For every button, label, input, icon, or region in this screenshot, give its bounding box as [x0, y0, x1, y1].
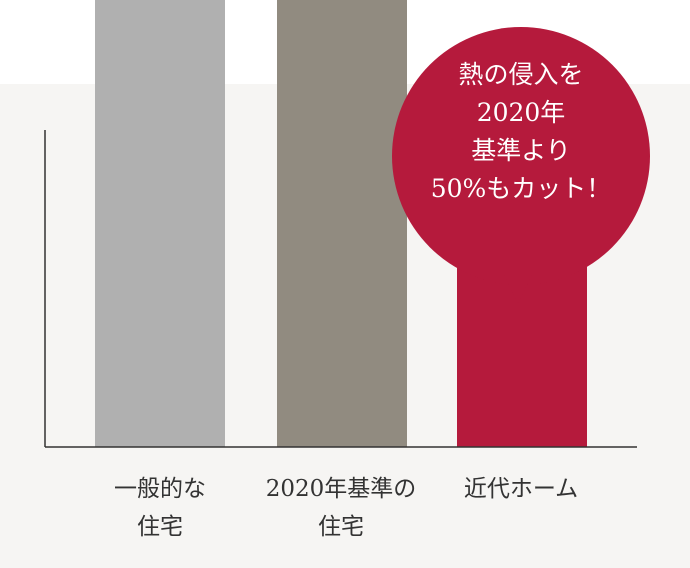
callout-line: 50%もカット！	[430, 174, 612, 203]
callout-bubble	[392, 27, 650, 285]
callout-line: 熱の侵入を	[458, 60, 584, 89]
callout-text: 熱の侵入を 2020年 基準より 50%もカット！	[392, 56, 650, 208]
x-tick-label-2020-standard-house: 2020年基準の 住宅	[251, 470, 431, 546]
bar-1	[277, 0, 407, 447]
x-tick-label-general-house: 一般的な 住宅	[80, 470, 240, 546]
x-tick-label-line: 一般的な	[114, 476, 206, 502]
x-tick-label-line: 住宅	[137, 514, 183, 540]
callout-line: 2020年	[476, 98, 566, 127]
callout-bubble-tail	[504, 274, 532, 304]
x-tick-label-line: 近代ホーム	[463, 476, 579, 502]
x-tick-label-kindai-home: 近代ホーム	[441, 470, 601, 508]
x-tick-label-line: 住宅	[318, 514, 364, 540]
callout-line: 基準より	[471, 136, 571, 165]
x-tick-label-line: 2020年基準の	[265, 476, 417, 502]
bar-0	[95, 0, 225, 448]
